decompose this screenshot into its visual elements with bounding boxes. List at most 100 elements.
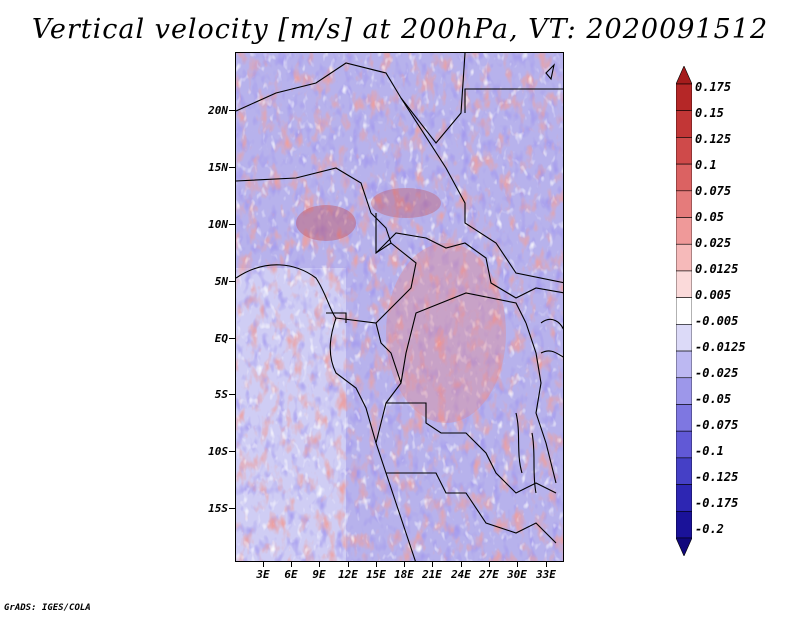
lat-tick — [229, 167, 235, 168]
lon-tick — [517, 562, 518, 567]
colorbar-label: -0.175 — [695, 496, 739, 510]
border-line — [326, 312, 347, 323]
lat-label: 5N — [214, 275, 228, 288]
border-line — [525, 322, 557, 484]
lat-label: 20N — [208, 104, 228, 117]
colorbar-segment — [676, 324, 692, 352]
updraft-cell — [371, 188, 441, 218]
colorbar-label: 0.1 — [695, 158, 717, 172]
colorbar-segment — [676, 484, 692, 512]
colorbar-label: -0.005 — [695, 314, 739, 328]
lat-tick — [229, 224, 235, 225]
colorbar-label: -0.125 — [695, 470, 739, 484]
vertical-velocity-field — [236, 53, 563, 561]
colorbar-segment — [676, 190, 692, 218]
colorbar-label: 0.175 — [695, 80, 732, 94]
colorbar-label: -0.2 — [695, 522, 724, 536]
border-line — [400, 97, 563, 284]
colorbar-label: 0.025 — [695, 236, 732, 250]
colorbar-segment — [676, 83, 692, 112]
lake-shore — [515, 412, 537, 494]
lon-label: 15E — [366, 568, 386, 581]
border-line — [464, 88, 563, 113]
lat-label: 5S — [214, 388, 228, 401]
grads-credit: GrADS: IGES/COLA — [4, 603, 91, 613]
lat-label: 15N — [208, 161, 228, 174]
lon-label: 27E — [479, 568, 499, 581]
lat-tick — [229, 508, 235, 509]
border-line — [236, 53, 466, 144]
colorbar-label: 0.005 — [695, 288, 732, 302]
colorbar-label: -0.025 — [695, 366, 739, 380]
colorbar-segment — [676, 137, 692, 165]
lon-label: 6E — [284, 568, 298, 581]
country-borders — [236, 53, 563, 561]
lon-tick — [404, 562, 405, 567]
lon-tick — [546, 562, 547, 567]
colorbar-label: 0.125 — [695, 132, 732, 146]
colorbar-label: -0.05 — [695, 392, 732, 406]
colorbar-label: 0.05 — [695, 210, 724, 224]
lon-label: 33E — [536, 568, 556, 581]
lat-tick — [229, 394, 235, 395]
colorbar-segment — [676, 243, 692, 272]
lon-label: 30E — [507, 568, 527, 581]
map-title: Vertical velocity [m/s] at 200hPa, VT: 2… — [31, 14, 769, 45]
map-panel — [235, 52, 564, 562]
colorbar-segment — [676, 377, 692, 405]
coastline — [236, 242, 417, 324]
border-line — [375, 322, 402, 444]
colorbar-segment — [676, 404, 692, 432]
colorbar-segment — [676, 217, 692, 245]
lon-label: 12E — [338, 568, 358, 581]
border-line — [375, 232, 563, 299]
colorbar-label: -0.0125 — [695, 340, 746, 354]
lon-tick — [291, 562, 292, 567]
lat-tick — [229, 451, 235, 452]
lon-tick — [348, 562, 349, 567]
lon-tick — [263, 562, 264, 567]
colorbar — [676, 66, 692, 556]
lon-tick — [376, 562, 377, 567]
lon-label: 18E — [394, 568, 414, 581]
border-line — [400, 292, 527, 384]
border-line — [386, 402, 557, 494]
lake-shore — [540, 318, 563, 358]
border-line — [236, 167, 392, 255]
lon-tick — [319, 562, 320, 567]
lat-label: 15S — [208, 502, 228, 515]
colorbar-segment — [676, 350, 692, 379]
lat-label: 10N — [208, 218, 228, 231]
lat-label: 10S — [208, 445, 228, 458]
colorbar-label: -0.075 — [695, 418, 739, 432]
lat-tick — [229, 281, 235, 282]
colorbar-segment — [676, 66, 692, 85]
colorbar-label: 0.0125 — [695, 262, 739, 276]
colorbar-segment — [676, 457, 692, 485]
colorbar-segment — [676, 430, 692, 459]
lon-tick — [461, 562, 462, 567]
coastline — [329, 317, 416, 561]
lat-tick — [229, 110, 235, 111]
colorbar-segment — [676, 270, 692, 298]
colorbar-label: 0.075 — [695, 184, 732, 198]
colorbar-label: 0.15 — [695, 106, 724, 120]
updraft-cell — [296, 205, 356, 241]
island-outline — [545, 63, 555, 81]
lat-tick — [229, 338, 235, 339]
lon-tick — [489, 562, 490, 567]
lon-label: 3E — [256, 568, 270, 581]
lon-label: 9E — [312, 568, 326, 581]
colorbar-segment — [676, 510, 692, 539]
lon-label: 24E — [451, 568, 471, 581]
border-line — [386, 472, 557, 544]
lon-label: 21E — [422, 568, 442, 581]
colorbar-segment — [676, 537, 692, 556]
near-zero-noise — [236, 53, 563, 561]
colorbar-segment — [676, 297, 692, 325]
colorbar-label: -0.1 — [695, 444, 724, 458]
lon-tick — [432, 562, 433, 567]
convective-core — [386, 243, 506, 423]
colorbar-segment — [676, 163, 692, 192]
lat-label: EQ — [214, 332, 228, 345]
